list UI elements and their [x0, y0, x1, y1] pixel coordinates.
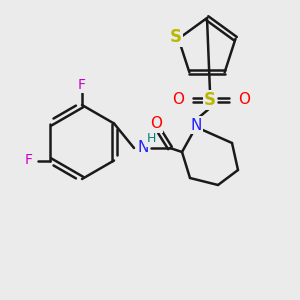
- Text: N: N: [137, 140, 149, 155]
- Text: F: F: [25, 154, 33, 167]
- Text: O: O: [172, 92, 184, 107]
- Text: O: O: [238, 92, 250, 107]
- Text: H: H: [146, 133, 156, 146]
- Text: O: O: [150, 116, 162, 131]
- Text: F: F: [78, 78, 86, 92]
- Text: S: S: [169, 28, 181, 46]
- Text: S: S: [204, 91, 216, 109]
- Text: N: N: [190, 118, 202, 133]
